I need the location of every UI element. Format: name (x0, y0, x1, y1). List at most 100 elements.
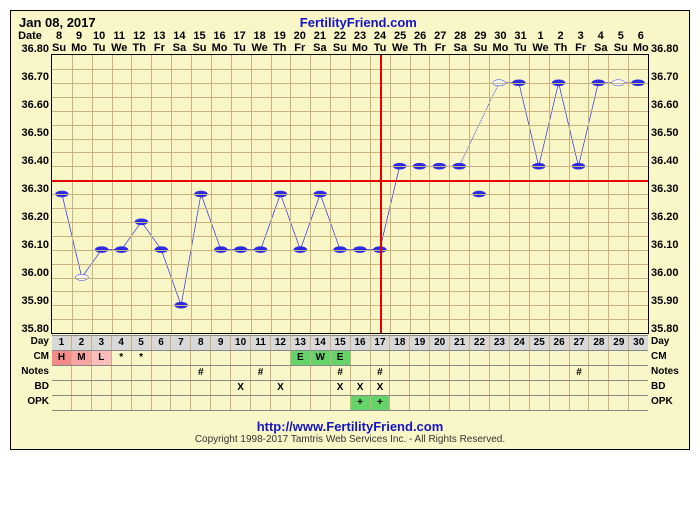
date-header-cell: 31Tu (510, 30, 530, 54)
data-row-bd: BDXXXXXBD (11, 380, 689, 395)
cell (211, 351, 231, 365)
cell (271, 396, 291, 410)
date-header-cell: 5Su (611, 30, 631, 54)
cell (470, 381, 490, 395)
cell (430, 396, 450, 410)
cell (311, 366, 331, 380)
cell (152, 351, 172, 365)
cell (171, 351, 191, 365)
cell (589, 396, 609, 410)
brand-label: FertilityFriend.com (300, 15, 417, 30)
cell (171, 381, 191, 395)
cell: L (92, 351, 112, 365)
y-axis-left: 36.8036.7036.6036.5036.4036.3036.2036.10… (11, 54, 51, 334)
cell (530, 351, 550, 365)
date-header-cell: 22Su (330, 30, 350, 54)
cell (52, 366, 72, 380)
date-header-cell: 4Sa (591, 30, 611, 54)
date-header-cell: 19Th (270, 30, 290, 54)
cell (152, 396, 172, 410)
cell (132, 381, 152, 395)
row-label: Notes (648, 365, 689, 380)
cell (430, 366, 450, 380)
date-header-cell: 3Fr (571, 30, 591, 54)
coverline (52, 180, 648, 182)
cell (609, 381, 629, 395)
cell: 15 (331, 336, 351, 350)
cell: + (371, 396, 391, 410)
cell (72, 381, 92, 395)
cell (52, 381, 72, 395)
cell (430, 381, 450, 395)
cell (351, 351, 371, 365)
cell: # (191, 366, 211, 380)
row-label: Day (648, 335, 689, 350)
cell: 21 (450, 336, 470, 350)
cell (570, 351, 590, 365)
cell: # (331, 366, 351, 380)
cell (609, 366, 629, 380)
cell (589, 351, 609, 365)
date-header-cell: 9Mo (69, 30, 89, 54)
cell: 26 (550, 336, 570, 350)
cell (609, 396, 629, 410)
date-header-cell: 11We (109, 30, 129, 54)
data-row-cm: CMHML**EWECM (11, 350, 689, 365)
cell: 13 (291, 336, 311, 350)
data-row-opk: OPK++OPK (11, 395, 689, 411)
row-label: BD (648, 380, 689, 395)
cell: * (112, 351, 132, 365)
cell (629, 381, 648, 395)
row-label: OPK (648, 395, 689, 411)
cell: X (371, 381, 391, 395)
cell (410, 366, 430, 380)
date-header-cell: 15Su (189, 30, 209, 54)
cell (530, 381, 550, 395)
cell: 24 (510, 336, 530, 350)
cell (112, 366, 132, 380)
cell (211, 396, 231, 410)
cell (470, 396, 490, 410)
cell: 11 (251, 336, 271, 350)
cell (112, 381, 132, 395)
cell (191, 351, 211, 365)
cell (390, 366, 410, 380)
chart-date: Jan 08, 2017 (19, 15, 96, 30)
cell: 3 (92, 336, 112, 350)
cell: H (52, 351, 72, 365)
cell (570, 396, 590, 410)
cell (410, 396, 430, 410)
temperature-plot (51, 54, 649, 334)
cell (231, 366, 251, 380)
cell (92, 366, 112, 380)
date-header-cell: 20Fr (290, 30, 310, 54)
cell (371, 351, 391, 365)
cell: 29 (609, 336, 629, 350)
cell: 30 (629, 336, 648, 350)
cell: 6 (152, 336, 172, 350)
cell (132, 396, 152, 410)
date-header-cell: 1We (531, 30, 551, 54)
cell (271, 366, 291, 380)
cell (92, 396, 112, 410)
cell (550, 396, 570, 410)
cell: 1 (52, 336, 72, 350)
date-header-cell: 16Mo (210, 30, 230, 54)
cell (589, 366, 609, 380)
date-header-cell: 6Mo (631, 30, 651, 54)
cell: 22 (470, 336, 490, 350)
data-row-notes: Notes#####Notes (11, 365, 689, 380)
cell (510, 381, 530, 395)
cell (291, 396, 311, 410)
cell (629, 351, 648, 365)
cell (550, 366, 570, 380)
date-header-cell: 2Th (551, 30, 571, 54)
date-header-cell: 17Tu (230, 30, 250, 54)
cell (430, 351, 450, 365)
cell (251, 381, 271, 395)
date-header-cell: 21Sa (310, 30, 330, 54)
cell (510, 366, 530, 380)
cell (390, 381, 410, 395)
row-label: CM (11, 350, 52, 365)
cell (331, 396, 351, 410)
